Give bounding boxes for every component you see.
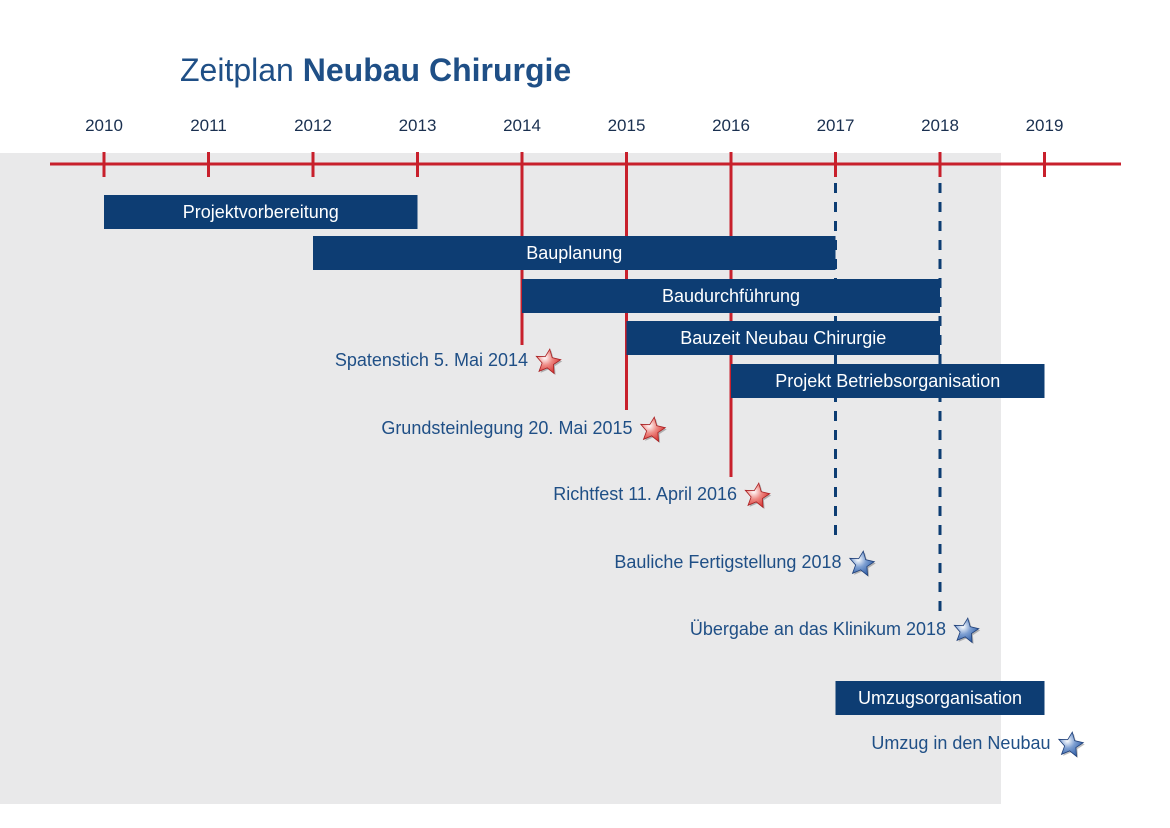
- milestone-label: Übergabe an das Klinikum 2018: [690, 619, 946, 639]
- year-label: 2018: [921, 116, 959, 135]
- year-label: 2010: [85, 116, 123, 135]
- phase-bar-label: Umzugsorganisation: [858, 688, 1022, 708]
- milestone-star-icon: [953, 617, 980, 644]
- phase-bar: [835, 681, 1045, 715]
- year-label: 2015: [608, 116, 646, 135]
- title-prefix: Zeitplan: [180, 52, 294, 88]
- year-label: 2019: [1026, 116, 1064, 135]
- year-label: 2011: [190, 116, 227, 135]
- phase-bar-label: Projektvorbereitung: [183, 202, 339, 222]
- milestone-star-icon: [535, 348, 562, 375]
- phase-bar-label: Bauplanung: [526, 243, 622, 263]
- phase-bar-label: Bauzeit Neubau Chirurgie: [680, 328, 886, 348]
- milestone-star-icon: [1057, 731, 1085, 758]
- page-title: Zeitplan Neubau Chirurgie: [180, 52, 571, 89]
- milestone-label: Spatenstich 5. Mai 2014: [335, 350, 528, 370]
- milestone-label: Grundsteinlegung 20. Mai 2015: [381, 418, 632, 438]
- milestone-label: Umzug in den Neubau: [871, 733, 1050, 753]
- milestone-star-icon: [848, 550, 876, 577]
- milestone-label: Bauliche Fertigstellung 2018: [614, 552, 841, 572]
- title-bold: Neubau Chirurgie: [302, 52, 572, 88]
- year-label: 2016: [712, 116, 750, 135]
- milestone-star-icon: [744, 482, 771, 509]
- year-label: 2014: [503, 116, 541, 135]
- milestone-label: Richtfest 11. April 2016: [553, 484, 737, 504]
- year-label: 2017: [817, 116, 855, 135]
- phase-bar-label: Projekt Betriebsorganisation: [775, 371, 1000, 391]
- phase-bar: [104, 195, 418, 229]
- year-label: 2013: [399, 116, 437, 135]
- milestone-star-icon: [639, 416, 667, 443]
- phase-bar: [522, 279, 940, 313]
- phase-bar-label: Baudurchführung: [662, 286, 800, 306]
- phase-bar: [731, 364, 1045, 398]
- year-label: 2012: [294, 116, 332, 135]
- phase-bar: [626, 321, 940, 355]
- phase-bar: [313, 236, 836, 270]
